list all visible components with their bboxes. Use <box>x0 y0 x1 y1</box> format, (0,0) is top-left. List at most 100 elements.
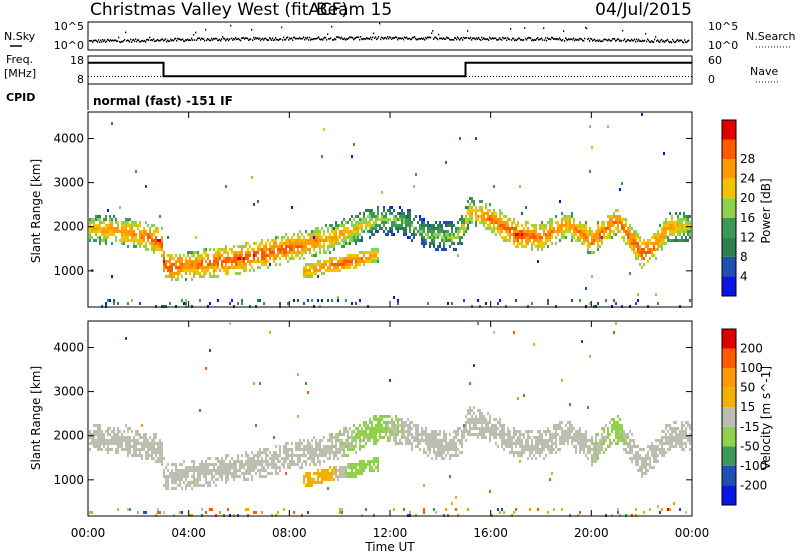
range-cell <box>647 454 649 457</box>
range-cell <box>497 427 499 430</box>
range-cell <box>543 445 545 448</box>
range-cell <box>649 242 651 245</box>
range-cell <box>499 224 501 227</box>
range-cell <box>481 433 483 436</box>
range-cell <box>507 427 509 430</box>
range-cell <box>655 242 657 245</box>
range-cell <box>583 445 585 448</box>
range-cell <box>657 233 659 236</box>
range-cell <box>429 236 431 239</box>
range-cell <box>579 239 581 242</box>
range-cell <box>423 239 425 242</box>
range-cell <box>231 266 233 269</box>
range-cell <box>337 227 339 230</box>
range-cell <box>285 257 287 260</box>
range-cell <box>139 224 141 227</box>
range-cell <box>307 242 309 245</box>
range-cell <box>145 451 147 454</box>
range-cell <box>225 472 227 475</box>
range-cell <box>621 227 623 230</box>
freq-label-line2: [MHz] <box>4 67 36 80</box>
range-cell <box>109 224 111 227</box>
range-cell <box>625 221 627 224</box>
range-cell <box>493 209 495 212</box>
range-cell <box>279 466 281 469</box>
noise-sample <box>179 38 181 40</box>
range-cell <box>227 260 229 263</box>
range-cell <box>219 469 221 472</box>
noise-sample <box>396 36 398 39</box>
range-cell <box>309 251 311 254</box>
range-cell <box>543 439 545 442</box>
range-cell <box>133 454 135 457</box>
range-cell <box>339 472 341 475</box>
range-cell <box>421 239 423 242</box>
range-cell <box>139 230 141 233</box>
range-cell <box>335 269 337 272</box>
range-cell <box>627 233 629 236</box>
range-cell <box>155 451 157 454</box>
range-cell <box>597 233 599 236</box>
range-cell <box>467 409 469 412</box>
range-cell <box>155 239 157 242</box>
range-cell <box>443 233 445 236</box>
range-cell <box>473 209 475 212</box>
noise-sample <box>269 37 271 39</box>
range-cell <box>319 454 321 457</box>
range-cell <box>353 475 355 478</box>
range-cell <box>441 439 443 442</box>
range-cell <box>291 206 293 209</box>
range-cell <box>501 430 503 433</box>
range-cell <box>575 436 577 439</box>
range-cell <box>689 227 691 230</box>
range-cell <box>201 260 203 263</box>
range-cell <box>95 424 97 427</box>
range-cell <box>437 445 439 448</box>
range-cell <box>549 451 551 454</box>
range-cell <box>227 469 229 472</box>
range-cell <box>443 457 445 460</box>
range-cell <box>505 445 507 448</box>
range-cell <box>527 239 529 242</box>
range-cell <box>289 239 291 242</box>
noise-sample <box>420 38 422 40</box>
colorbar-segment <box>722 237 736 257</box>
range-cell <box>273 463 275 466</box>
range-cell <box>617 436 619 439</box>
range-cell <box>523 445 525 448</box>
range-cell <box>307 511 309 514</box>
range-cell <box>535 230 537 233</box>
noise-sample <box>375 36 377 38</box>
noise-sample <box>552 37 554 39</box>
range-cell <box>341 466 343 469</box>
range-cell <box>247 260 249 263</box>
noise-sample <box>410 38 412 41</box>
range-cell <box>479 215 481 218</box>
range-cell <box>569 227 571 230</box>
noise-sample <box>606 39 608 41</box>
range-cell <box>463 436 465 439</box>
range-cell <box>597 230 599 233</box>
range-cell <box>459 236 461 239</box>
range-cell <box>609 236 611 239</box>
range-cell <box>513 433 515 436</box>
range-cell <box>199 299 201 302</box>
range-cell <box>679 224 681 227</box>
range-cell <box>431 433 433 436</box>
range-cell <box>579 451 581 454</box>
range-cell <box>107 451 109 454</box>
range-cell <box>483 430 485 433</box>
range-cell <box>225 463 227 466</box>
range-cell <box>271 463 273 466</box>
range-cell <box>363 215 365 218</box>
range-cell <box>341 442 343 445</box>
range-cell <box>135 454 137 457</box>
range-cell <box>397 418 399 421</box>
noise-sample <box>211 37 213 40</box>
range-cell <box>211 475 213 478</box>
range-cell <box>117 230 119 233</box>
noise-sample <box>153 38 155 40</box>
range-cell <box>477 218 479 221</box>
range-cell <box>481 424 483 427</box>
range-cell <box>637 245 639 248</box>
